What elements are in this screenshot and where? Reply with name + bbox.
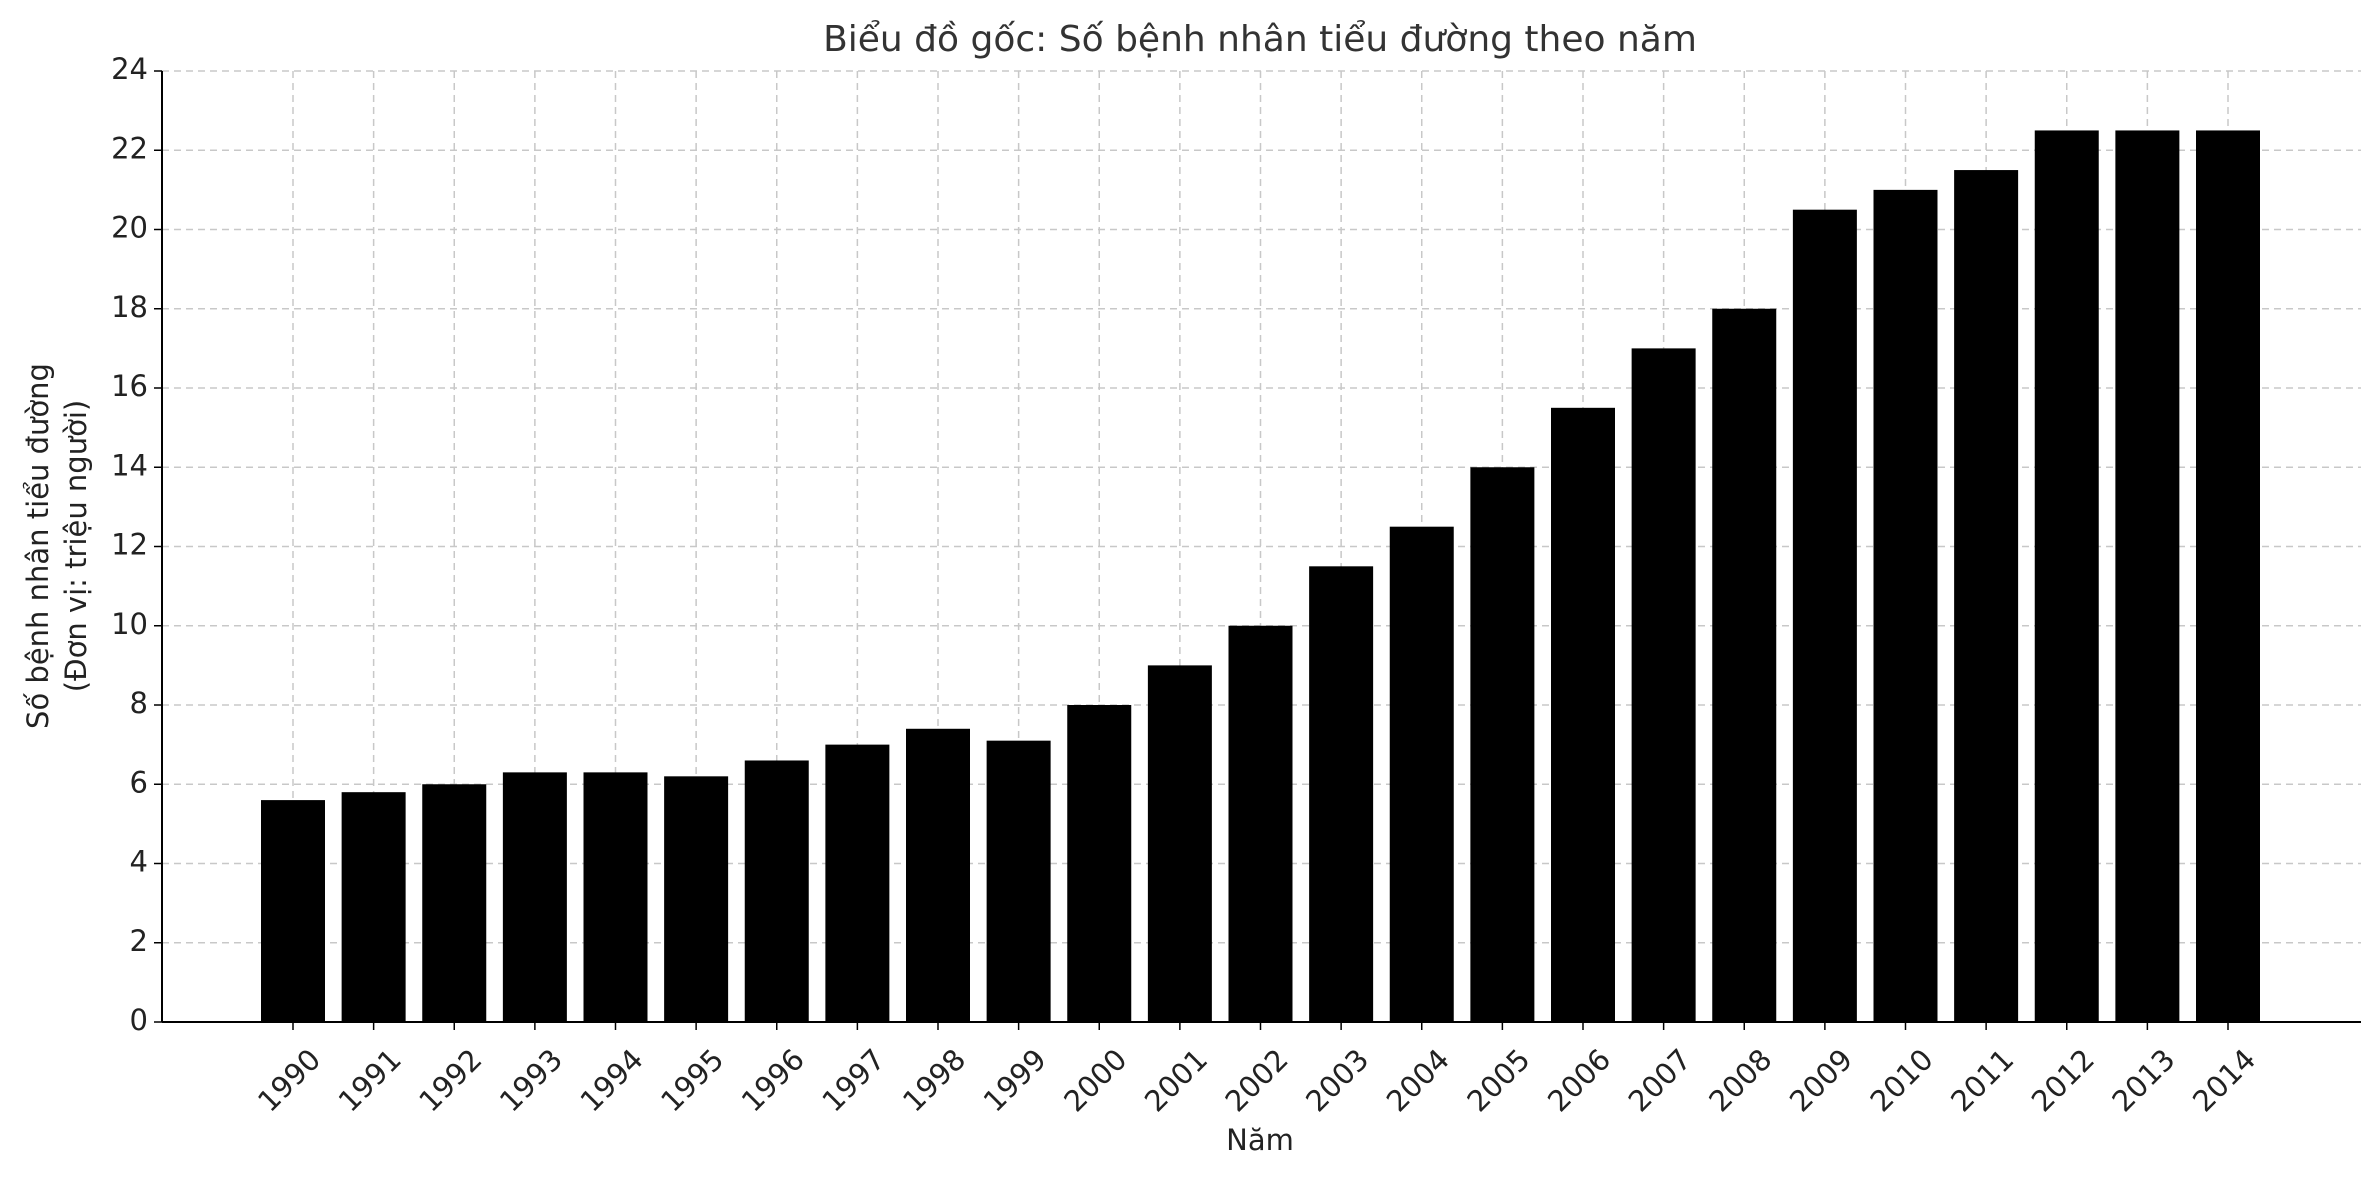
x-tick-label: 2006 bbox=[1541, 1042, 1617, 1118]
bar bbox=[1954, 170, 2019, 1022]
x-tick-label: 2007 bbox=[1622, 1042, 1698, 1118]
y-tick-label: 4 bbox=[130, 845, 148, 879]
bar bbox=[502, 772, 567, 1022]
y-tick-label: 20 bbox=[111, 211, 148, 245]
y-tick-label: 8 bbox=[130, 686, 148, 720]
x-tick-label: 1996 bbox=[735, 1042, 811, 1118]
bar bbox=[1228, 625, 1293, 1022]
x-tick-label: 2001 bbox=[1138, 1042, 1214, 1118]
x-tick-label: 1997 bbox=[815, 1042, 891, 1118]
x-tick-label: 1992 bbox=[412, 1042, 488, 1118]
bar bbox=[1631, 348, 1696, 1022]
bar bbox=[583, 772, 648, 1022]
bar bbox=[744, 760, 809, 1022]
x-tick-label: 2008 bbox=[1702, 1042, 1778, 1118]
bar bbox=[422, 784, 487, 1022]
y-tick-label: 10 bbox=[111, 607, 148, 641]
bar bbox=[341, 792, 406, 1022]
bar bbox=[1551, 407, 1615, 1022]
x-tick-label: 2011 bbox=[1944, 1042, 2020, 1118]
x-tick-label: 1999 bbox=[977, 1042, 1053, 1118]
x-axis-label: Năm bbox=[1226, 1123, 1294, 1157]
bar bbox=[1470, 467, 1535, 1022]
x-tick-label: 2010 bbox=[1863, 1042, 1939, 1118]
bar bbox=[986, 740, 1051, 1022]
x-tick-label: 2002 bbox=[1218, 1042, 1294, 1118]
x-tick-label: 1998 bbox=[896, 1042, 972, 1118]
y-tick-label: 2 bbox=[130, 924, 148, 958]
x-tick-label: 2004 bbox=[1380, 1042, 1456, 1118]
x-tick-label: 1991 bbox=[332, 1042, 408, 1118]
x-tick-label: 2013 bbox=[2105, 1042, 2181, 1118]
y-tick-label: 18 bbox=[111, 290, 148, 324]
x-tick-label: 1993 bbox=[493, 1042, 569, 1118]
bar bbox=[1389, 526, 1454, 1022]
x-tick-label: 2005 bbox=[1460, 1042, 1536, 1118]
y-tick-label: 24 bbox=[111, 52, 148, 86]
x-tick-label: 2012 bbox=[2025, 1042, 2101, 1118]
bar bbox=[1712, 308, 1777, 1022]
y-axis-label: (Đơn vị: triệu người) bbox=[59, 400, 93, 692]
chart-title: Biểu đồ gốc: Số bệnh nhân tiểu đường the… bbox=[823, 19, 1697, 60]
y-tick-label: 14 bbox=[111, 448, 148, 482]
y-tick-label: 6 bbox=[130, 765, 148, 799]
x-tick-label: 2014 bbox=[2186, 1042, 2262, 1118]
bar bbox=[1309, 566, 1374, 1022]
y-tick-label: 16 bbox=[111, 369, 148, 403]
bar bbox=[2196, 130, 2260, 1022]
x-tick-label: 1990 bbox=[251, 1042, 327, 1118]
x-tick-label: 1994 bbox=[573, 1042, 649, 1118]
y-tick-label: 0 bbox=[130, 1003, 148, 1037]
bar bbox=[1147, 665, 1212, 1022]
x-tick-label: 1995 bbox=[654, 1042, 730, 1118]
bar bbox=[825, 744, 890, 1022]
bar bbox=[906, 728, 970, 1022]
bar bbox=[1792, 209, 1857, 1022]
bar bbox=[1873, 189, 1938, 1022]
bar bbox=[664, 776, 729, 1022]
bar bbox=[2034, 130, 2099, 1022]
y-tick-label: 22 bbox=[111, 131, 148, 165]
x-tick-label: 2000 bbox=[1057, 1042, 1133, 1118]
x-tick-label: 2009 bbox=[1783, 1042, 1859, 1118]
bar bbox=[1067, 705, 1132, 1022]
y-axis-label: Số bệnh nhân tiểu đường bbox=[21, 363, 55, 729]
y-tick-label: 12 bbox=[111, 528, 148, 562]
x-tick-label: 2003 bbox=[1299, 1042, 1375, 1118]
bar bbox=[261, 800, 325, 1022]
bar bbox=[2115, 130, 2180, 1022]
